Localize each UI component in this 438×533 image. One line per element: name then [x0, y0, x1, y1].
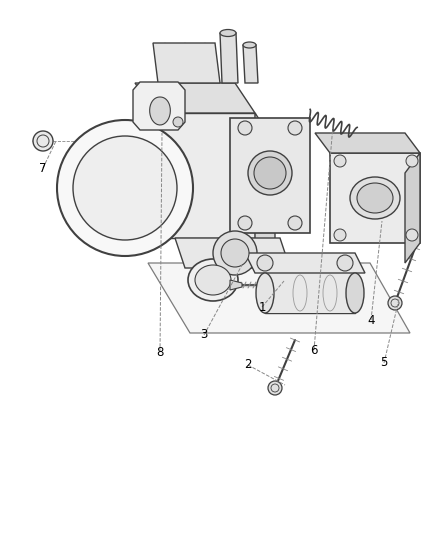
- Ellipse shape: [345, 273, 363, 313]
- Polygon shape: [243, 45, 258, 83]
- Circle shape: [237, 121, 251, 135]
- Ellipse shape: [356, 183, 392, 213]
- Text: 6: 6: [310, 343, 317, 357]
- Text: 5: 5: [379, 357, 387, 369]
- Polygon shape: [155, 113, 254, 238]
- Polygon shape: [135, 83, 254, 113]
- Polygon shape: [148, 263, 409, 333]
- Circle shape: [256, 255, 272, 271]
- Ellipse shape: [349, 177, 399, 219]
- Circle shape: [254, 157, 285, 189]
- Ellipse shape: [194, 265, 230, 295]
- Polygon shape: [265, 273, 354, 313]
- Polygon shape: [404, 153, 419, 263]
- Text: 4: 4: [367, 313, 374, 327]
- Circle shape: [387, 296, 401, 310]
- Polygon shape: [153, 43, 219, 83]
- Circle shape: [73, 136, 177, 240]
- Circle shape: [405, 229, 417, 241]
- Circle shape: [33, 131, 53, 151]
- Text: 1: 1: [258, 301, 265, 313]
- Circle shape: [287, 121, 301, 135]
- Circle shape: [247, 151, 291, 195]
- Circle shape: [287, 216, 301, 230]
- Circle shape: [336, 255, 352, 271]
- Polygon shape: [175, 238, 290, 268]
- Polygon shape: [133, 82, 184, 130]
- Text: 7: 7: [39, 161, 46, 174]
- Polygon shape: [314, 133, 419, 153]
- Ellipse shape: [219, 29, 236, 36]
- Circle shape: [212, 231, 256, 275]
- Polygon shape: [149, 97, 170, 125]
- Polygon shape: [230, 118, 309, 233]
- Polygon shape: [230, 280, 241, 290]
- Text: 2: 2: [244, 359, 251, 372]
- Polygon shape: [329, 153, 419, 243]
- Ellipse shape: [243, 42, 255, 48]
- Ellipse shape: [255, 273, 273, 313]
- Circle shape: [57, 120, 193, 256]
- Polygon shape: [254, 113, 274, 268]
- Circle shape: [237, 216, 251, 230]
- Ellipse shape: [187, 259, 237, 301]
- Polygon shape: [219, 33, 237, 83]
- Circle shape: [333, 229, 345, 241]
- Circle shape: [333, 155, 345, 167]
- Circle shape: [173, 117, 183, 127]
- Text: 3: 3: [200, 328, 207, 342]
- Polygon shape: [244, 253, 364, 273]
- Circle shape: [267, 381, 281, 395]
- Text: 8: 8: [156, 345, 163, 359]
- Circle shape: [220, 239, 248, 267]
- Circle shape: [405, 155, 417, 167]
